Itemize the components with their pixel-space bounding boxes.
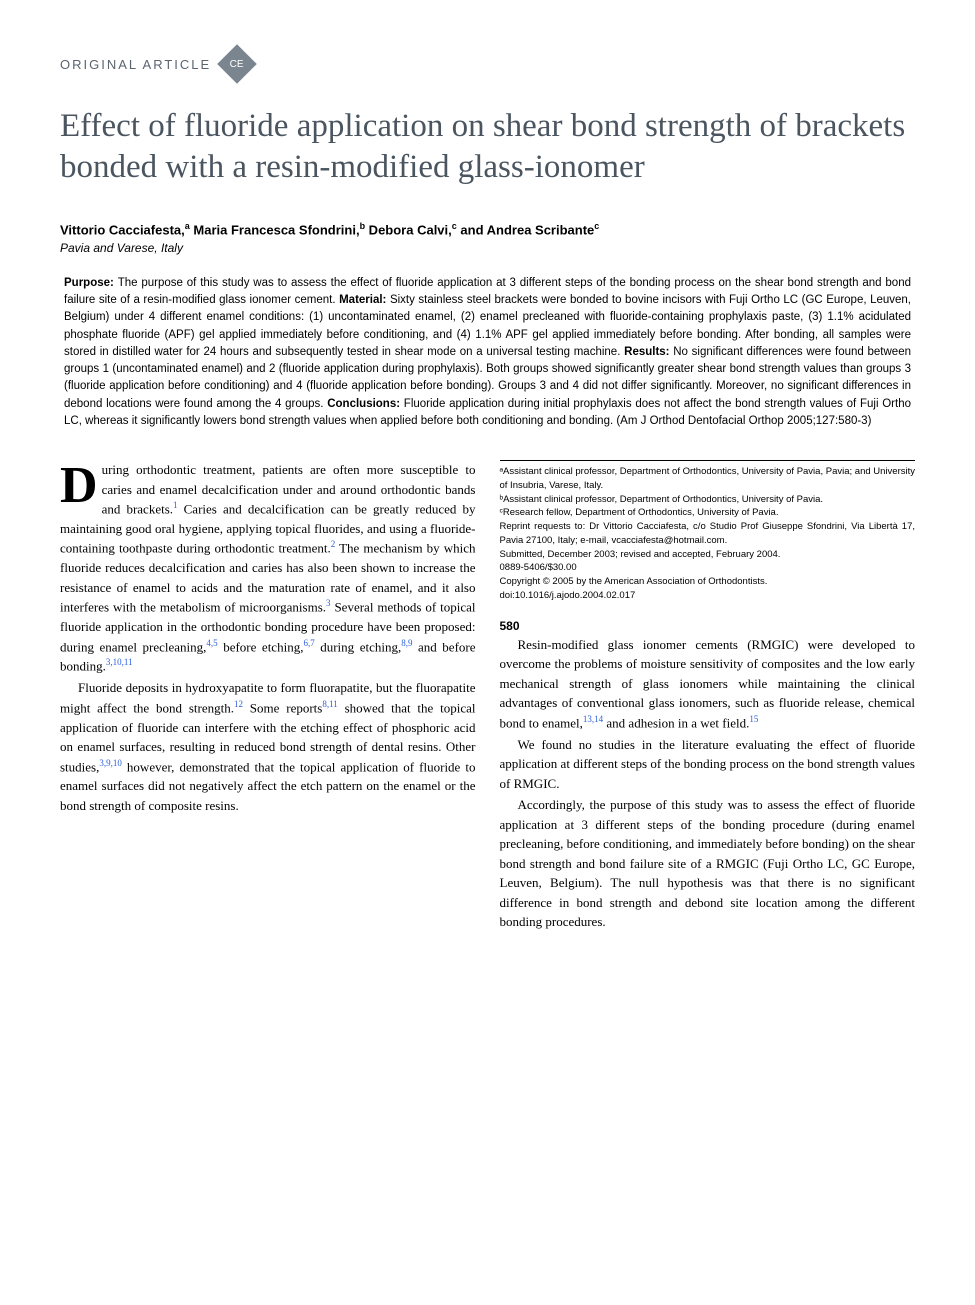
abstract-block: Purpose: The purpose of this study was t… — [60, 275, 915, 430]
footnote-issn: 0889-5406/$30.00 — [500, 561, 916, 575]
paragraph-4: We found no studies in the literature ev… — [500, 735, 916, 794]
paragraph-5: Accordingly, the purpose of this study w… — [500, 795, 916, 932]
authors-line: Vittorio Cacciafesta,a Maria Francesca S… — [60, 221, 915, 237]
paragraph-1: During orthodontic treatment, patients a… — [60, 460, 476, 676]
article-title: Effect of fluoride application on shear … — [60, 106, 915, 189]
footnotes-block: ᵃAssistant clinical professor, Departmen… — [500, 460, 916, 603]
section-header: ORIGINAL ARTICLE CE — [60, 50, 915, 78]
footnote-b: ᵇAssistant clinical professor, Departmen… — [500, 493, 916, 507]
results-label: Results: — [624, 346, 673, 358]
footnote-submitted: Submitted, December 2003; revised and ac… — [500, 548, 916, 562]
material-label: Material: — [339, 294, 390, 306]
author-location: Pavia and Varese, Italy — [60, 241, 915, 255]
page-number: 580 — [500, 617, 916, 635]
ce-badge: CE — [217, 44, 257, 84]
conclusions-label: Conclusions: — [327, 398, 404, 410]
purpose-label: Purpose: — [64, 277, 118, 289]
paragraph-3: Resin-modified glass ionomer cements (RM… — [500, 635, 916, 733]
footnote-c: ᶜResearch fellow, Department of Orthodon… — [500, 506, 916, 520]
footnote-reprint: Reprint requests to: Dr Vittorio Cacciaf… — [500, 520, 916, 548]
footnote-doi: doi:10.1016/j.ajodo.2004.02.017 — [500, 589, 916, 603]
section-label: ORIGINAL ARTICLE — [60, 57, 211, 72]
body-text: During orthodontic treatment, patients a… — [60, 460, 915, 931]
ce-badge-text: CE — [230, 59, 244, 70]
footnote-copyright: Copyright © 2005 by the American Associa… — [500, 575, 916, 589]
paragraph-2: Fluoride deposits in hydroxyapatite to f… — [60, 678, 476, 815]
footnote-a: ᵃAssistant clinical professor, Departmen… — [500, 465, 916, 493]
